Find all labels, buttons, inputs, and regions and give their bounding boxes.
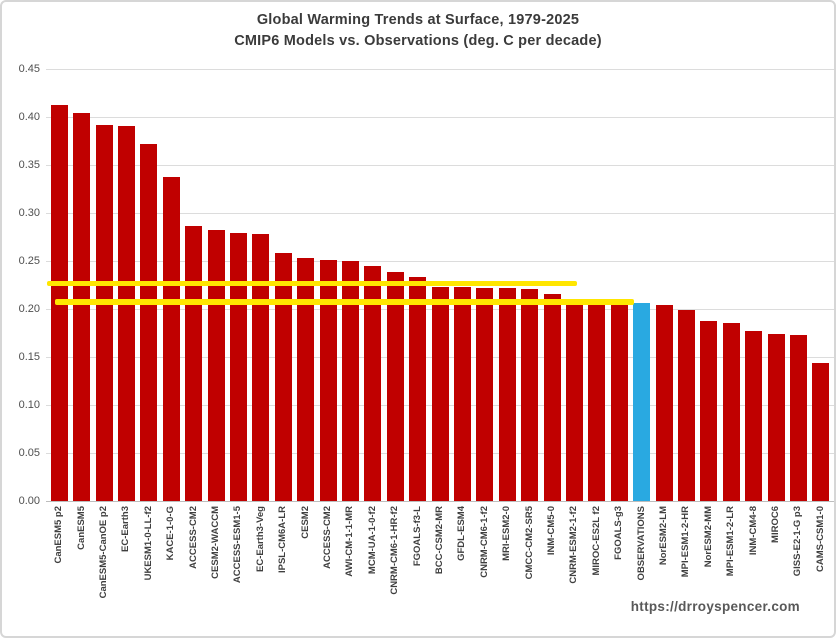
x-axis-category-label: MPI-ESM1-2-LR: [725, 506, 737, 577]
model-bar: [117, 125, 135, 501]
x-axis-category-label: MIROC-ES2L f2: [590, 506, 602, 576]
observations-bar: [633, 302, 651, 501]
model-bar: [185, 226, 203, 501]
x-axis-category-label: IPSL-CM6A-LR: [277, 506, 289, 574]
model-bar: [767, 333, 785, 501]
x-axis-category-label: ACCESS-CM2: [187, 506, 199, 569]
model-bar: [207, 230, 225, 501]
y-axis-tick-label: 0.45: [18, 62, 40, 75]
x-axis-category-label: INM-CM5-0: [546, 506, 557, 556]
x-axis-category-label: CESM2-WACCM: [210, 506, 221, 579]
model-bar: [700, 320, 718, 501]
gridline: [46, 117, 834, 118]
y-axis-tick-label: 0.10: [18, 398, 40, 411]
x-axis-category-label: ACCESS-CM2: [322, 506, 333, 569]
model-bar: [476, 287, 494, 501]
y-axis-tick-label: 0.25: [18, 254, 40, 267]
gridline: [46, 213, 834, 214]
chart-title-line2: CMIP6 Models vs. Observations (deg. C pe…: [234, 33, 602, 49]
model-bar: [677, 309, 695, 501]
x-axis-category-label: ACCESS-ESM1-5: [232, 506, 244, 584]
model-bar: [722, 323, 740, 501]
model-bar: [229, 233, 247, 501]
x-axis-category-label: GISS-E2-1-G p3: [792, 506, 804, 577]
x-axis-category-label: KACE-1-0-G: [165, 506, 177, 561]
chart-title-line1: Global Warming Trends at Surface, 1979-2…: [256, 12, 580, 28]
x-axis-baseline: [46, 501, 834, 502]
x-axis-category-label: CAMS-CSM1-0: [814, 506, 826, 572]
x-axis-category-label: CanESM5 p2: [53, 506, 65, 564]
x-axis-category-label: EC-Earth3: [120, 506, 132, 552]
y-axis-tick-label: 0.30: [18, 206, 40, 219]
model-bar: [409, 277, 427, 501]
gridline: [46, 165, 834, 166]
reference-line-upper: [46, 281, 577, 287]
gridline: [46, 69, 834, 70]
model-bar: [812, 362, 830, 501]
x-axis-category-label: CMCC-CM2-SR5: [523, 506, 535, 580]
model-bar: [297, 258, 315, 501]
y-axis-tick-label: 0.15: [18, 350, 40, 363]
model-bar: [588, 300, 606, 501]
gridline: [46, 261, 834, 262]
y-axis-tick-label: 0.00: [18, 494, 40, 507]
model-bar: [386, 271, 404, 501]
model-bar: [498, 288, 516, 501]
y-axis-tick-label: 0.40: [18, 110, 40, 123]
x-axis-category-label: UKESM1-0-LL-f2: [142, 506, 154, 581]
x-axis-category-label: CanESM5-CanOE p2: [98, 506, 109, 599]
x-axis-category-label: NorESM2-MM: [702, 506, 714, 568]
model-bar: [319, 260, 337, 501]
x-axis-category-label: NorESM2-LM: [658, 506, 669, 566]
model-bar: [543, 293, 561, 501]
x-axis-category-label: BCC-CSM2-MR: [434, 506, 445, 575]
model-bar: [140, 143, 158, 501]
model-bar: [789, 334, 807, 501]
x-axis-category-label: INM-CM4-8: [747, 506, 759, 556]
x-axis-category-label: MRI-ESM2-0: [501, 506, 513, 561]
x-axis-category-label: FGOALS-g3: [613, 506, 625, 560]
x-axis-category-label: CESM2: [299, 506, 311, 539]
x-axis-category-label: CNRM-ESM2-1-f2: [568, 506, 580, 584]
model-bar: [252, 234, 270, 501]
model-bar: [655, 304, 673, 501]
y-axis-tick-label: 0.05: [18, 446, 40, 459]
model-bar: [341, 261, 359, 501]
model-bar: [521, 288, 539, 501]
x-axis-category-label: MIROC6: [770, 506, 781, 543]
x-axis-category-label: CNRM-CM6-1-f2: [478, 506, 490, 578]
model-bar: [274, 253, 292, 501]
model-bar: [162, 176, 180, 501]
model-bar: [431, 286, 449, 501]
model-bar: [364, 265, 382, 501]
model-bar: [73, 113, 91, 501]
x-axis-category-label: CanESM5: [75, 506, 87, 550]
x-axis-category-label: GFDL-ESM4: [456, 506, 468, 561]
watermark-url: https://drroyspencer.com: [630, 599, 800, 614]
x-axis-category-label: FGOALS-f3-L: [411, 506, 423, 567]
x-axis-category-label: MCM-UA-1-0-f2: [366, 506, 378, 575]
model-bar: [745, 331, 763, 501]
y-axis-tick-label: 0.20: [18, 302, 40, 315]
model-bar: [95, 124, 113, 501]
x-axis-category-label: CNRM-CM6-1-HR-f2: [389, 506, 401, 595]
y-axis-tick-label: 0.35: [18, 158, 40, 171]
x-axis-category-label: AWI-CM-1-1-MR: [344, 506, 356, 577]
model-bar: [453, 287, 471, 501]
model-bar: [565, 299, 583, 501]
x-axis-category-label: EC-Earth3-Veg: [254, 506, 266, 572]
x-axis-category-label: MPI-ESM1-2-HR: [680, 506, 692, 578]
reference-line-lower: [54, 299, 635, 306]
model-bar: [610, 301, 628, 501]
x-axis-category-label: OBSERVATIONS: [635, 506, 647, 581]
